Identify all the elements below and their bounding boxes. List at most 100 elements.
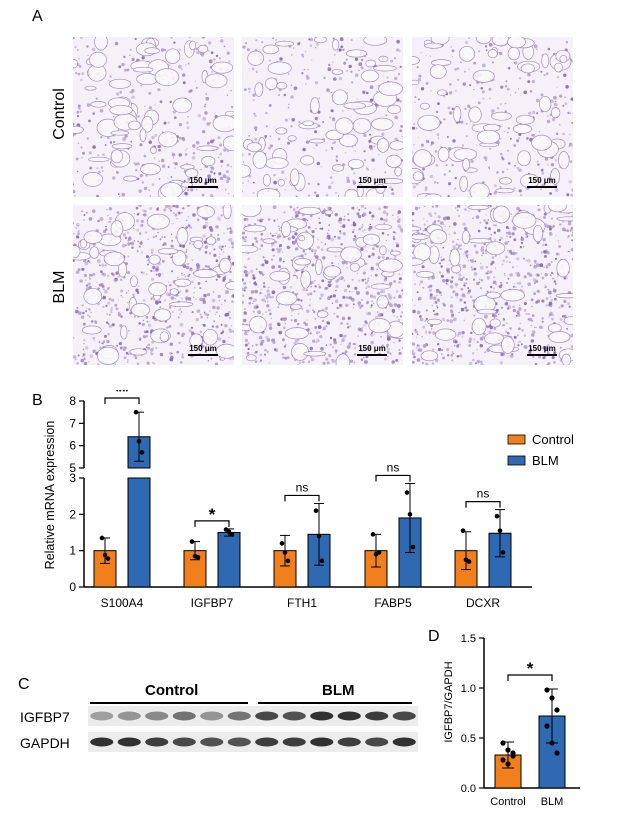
row-label-control: Control bbox=[51, 88, 68, 140]
gapdh-band bbox=[365, 737, 389, 747]
blot-strip-igfbp7 bbox=[88, 706, 418, 726]
igfbp7-band bbox=[227, 711, 251, 721]
significance-bracket bbox=[194, 520, 230, 527]
gapdh-band bbox=[200, 737, 224, 747]
x-tick-label: Control bbox=[490, 796, 525, 808]
micrograph-blm-1: 150 μm bbox=[73, 205, 234, 365]
igfbp7-band bbox=[365, 711, 389, 721]
significance-label: * bbox=[209, 505, 216, 524]
micrograph-control-3: 150 μm bbox=[412, 37, 573, 197]
igfbp7-band bbox=[282, 711, 306, 721]
blot-row-label-igfbp7: IGFBP7 bbox=[20, 709, 70, 725]
igfbp7-band bbox=[392, 711, 416, 721]
significance-bracket bbox=[284, 494, 320, 502]
y-tick-label: 2 bbox=[69, 507, 76, 521]
data-point bbox=[229, 532, 235, 537]
x-tick-label: FABP5 bbox=[374, 596, 412, 610]
significance-label: * bbox=[527, 659, 534, 678]
data-point bbox=[99, 535, 105, 541]
bar-blm-igfbp7 bbox=[217, 532, 241, 588]
tissue-texture bbox=[412, 205, 573, 365]
significance-label: ns bbox=[387, 460, 400, 474]
panel-letter-c: C bbox=[18, 676, 30, 693]
igfbp7-band bbox=[255, 711, 279, 721]
data-point bbox=[505, 747, 511, 753]
scale-bar: 150 μm bbox=[357, 176, 387, 188]
data-point bbox=[133, 409, 139, 415]
data-point bbox=[544, 687, 550, 693]
data-point bbox=[466, 559, 472, 564]
micrograph-control-2: 150 μm bbox=[242, 37, 403, 197]
gapdh-band bbox=[90, 737, 114, 747]
scale-bar: 150 μm bbox=[527, 176, 557, 188]
data-point bbox=[549, 695, 555, 701]
legend-label-blm: BLM bbox=[532, 453, 559, 468]
significance-bracket bbox=[507, 674, 553, 681]
igfbp7-band bbox=[145, 711, 169, 721]
blot-group-line-blm bbox=[258, 702, 412, 704]
y-tick-label: 5 bbox=[69, 461, 76, 475]
gapdh-band bbox=[337, 737, 361, 747]
data-point bbox=[102, 552, 108, 558]
significance-label: ** bbox=[115, 390, 129, 401]
scale-bar: 150 μm bbox=[527, 344, 557, 356]
gapdh-band bbox=[172, 737, 196, 747]
data-point bbox=[500, 550, 506, 555]
significance-label: ns bbox=[296, 480, 309, 494]
y-tick-label: 3 bbox=[69, 471, 76, 485]
data-point bbox=[376, 550, 382, 555]
igfbp7-band bbox=[172, 711, 196, 721]
y-axis-title: Relative mRNA expression bbox=[43, 421, 57, 570]
igfbp7-band bbox=[200, 711, 224, 721]
gapdh-band bbox=[392, 737, 416, 747]
scale-bar: 150 μm bbox=[357, 344, 387, 356]
y-axis-title: IGFBP7/GAPDH bbox=[443, 661, 455, 742]
gapdh-band bbox=[145, 737, 169, 747]
data-point bbox=[505, 761, 511, 767]
x-tick-label: S100A4 bbox=[101, 596, 144, 610]
significance-label: ns bbox=[477, 487, 490, 501]
panel-letter-a: A bbox=[32, 8, 43, 25]
western-blot bbox=[88, 706, 418, 752]
data-point bbox=[195, 554, 201, 560]
y-tick-label: 7 bbox=[69, 416, 76, 430]
data-point bbox=[500, 757, 506, 763]
significance-bracket bbox=[104, 397, 140, 404]
panel-letter-b: B bbox=[32, 392, 43, 409]
data-point bbox=[316, 533, 322, 539]
data-point bbox=[105, 556, 111, 561]
data-point bbox=[500, 740, 506, 746]
y-tick-label: 6 bbox=[69, 439, 76, 453]
data-point bbox=[282, 550, 288, 555]
blot-strip-gapdh bbox=[88, 732, 418, 752]
data-point bbox=[407, 512, 413, 517]
row-label-blm: BLM bbox=[51, 270, 68, 304]
data-point bbox=[554, 750, 560, 756]
data-point bbox=[189, 539, 195, 544]
data-point bbox=[370, 532, 376, 537]
x-tick-label: FTH1 bbox=[287, 596, 317, 610]
legend-swatch-blm bbox=[507, 455, 526, 466]
data-point bbox=[497, 528, 503, 533]
data-point bbox=[544, 723, 550, 729]
data-point bbox=[279, 541, 285, 546]
legend-label-control: Control bbox=[532, 432, 574, 447]
bar-blm-s100a4 bbox=[127, 477, 151, 588]
x-tick-label: DCXR bbox=[466, 596, 500, 610]
blot-group-line-control bbox=[90, 702, 248, 704]
gapdh-band bbox=[310, 737, 334, 747]
y-tick-label: 1 bbox=[69, 544, 76, 558]
micrograph-control-1: 150 μm bbox=[73, 37, 234, 197]
chart-d: 0.0 0.5 1.0 1.5 IGFBP7/GAPDH Control BLM * bbox=[443, 633, 580, 808]
y-tick-label: 0 bbox=[69, 580, 76, 594]
y-tick-label: 0.5 bbox=[461, 733, 476, 745]
tissue-texture bbox=[73, 205, 234, 365]
micrograph-blm-2: 150 μm bbox=[242, 205, 403, 365]
igfbp7-band bbox=[90, 711, 114, 721]
y-tick-label: 1.0 bbox=[461, 683, 476, 695]
igfbp7-band bbox=[310, 711, 334, 721]
legend-swatch-control bbox=[507, 434, 526, 445]
significance-bracket bbox=[375, 474, 411, 482]
y-tick-label: 8 bbox=[69, 394, 76, 408]
